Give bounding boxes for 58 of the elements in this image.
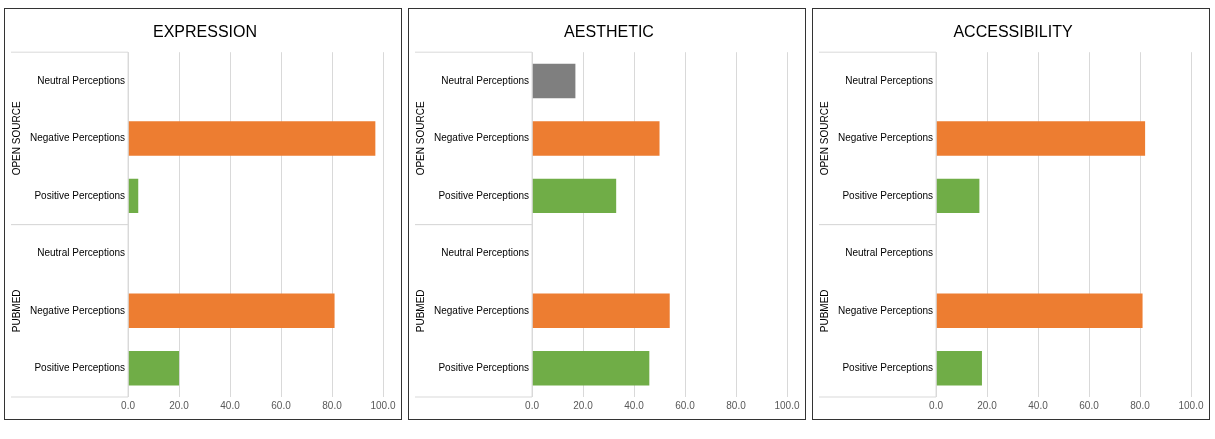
y-tick-label: Negative Perceptions	[29, 132, 126, 144]
bar	[128, 121, 376, 156]
x-tick-label: 0.0	[525, 399, 540, 411]
x-tick-label: 20.0	[977, 399, 998, 411]
x-tick-label: 80.0	[322, 399, 343, 411]
y-tick-label: Positive Perceptions	[34, 189, 126, 201]
y-tick-label: Neutral Perceptions	[441, 247, 530, 259]
y-tick-label: Neutral Perceptions	[37, 247, 126, 259]
x-tick-label: 80.0	[1130, 399, 1151, 411]
chart-title: ACCESSIBILITY	[953, 23, 1073, 41]
y-tick-label: Neutral Perceptions	[845, 247, 934, 259]
x-tick-label: 100.0	[774, 399, 800, 411]
bar	[532, 121, 660, 156]
chart-title: AESTHETIC	[564, 23, 654, 41]
y-tick-label: Positive Perceptions	[842, 189, 934, 201]
y-tick-label: Positive Perceptions	[438, 362, 530, 374]
bar	[936, 178, 980, 214]
x-tick-label: 0.0	[929, 399, 944, 411]
x-tick-label: 60.0	[675, 399, 696, 411]
y-tick-label: Negative Perceptions	[837, 304, 934, 316]
bar	[128, 293, 335, 329]
text: OPEN SOURCE	[10, 101, 22, 176]
text: PUBMED	[818, 289, 830, 333]
x-tick-label: 0.0	[121, 399, 136, 411]
y-tick-label: Neutral Perceptions	[845, 74, 934, 86]
bar	[532, 351, 650, 386]
chart-title: EXPRESSION	[152, 23, 258, 41]
x-tick-label: 60.0	[271, 399, 292, 411]
text: OPEN SOURCE	[818, 101, 830, 176]
x-tick-label: 40.0	[1028, 399, 1049, 411]
bar	[936, 293, 1143, 329]
y-tick-label: Neutral Perceptions	[37, 74, 126, 86]
text: OPEN SOURCE	[414, 101, 426, 176]
x-tick-label: 40.0	[624, 399, 645, 411]
y-tick-label: Negative Perceptions	[433, 132, 530, 144]
y-tick-label: Negative Perceptions	[29, 304, 126, 316]
text: PUBMED	[414, 289, 426, 333]
bar	[128, 351, 180, 386]
bar	[128, 178, 139, 214]
bar	[532, 293, 670, 329]
x-tick-label: 60.0	[1079, 399, 1100, 411]
x-tick-label: 80.0	[726, 399, 747, 411]
bar	[532, 178, 617, 214]
text: PUBMED	[10, 289, 22, 333]
x-tick-label: 40.0	[220, 399, 241, 411]
x-tick-label: 100.0	[1178, 399, 1204, 411]
x-tick-label: 20.0	[169, 399, 190, 411]
x-tick-label: 100.0	[370, 399, 396, 411]
y-tick-label: Positive Perceptions	[438, 189, 530, 201]
bar	[532, 63, 576, 99]
y-tick-label: Positive Perceptions	[34, 362, 126, 374]
y-tick-label: Negative Perceptions	[433, 304, 530, 316]
x-tick-label: 20.0	[573, 399, 594, 411]
y-tick-label: Negative Perceptions	[837, 132, 934, 144]
bar	[936, 351, 982, 386]
y-tick-label: Neutral Perceptions	[441, 74, 530, 86]
y-tick-label: Positive Perceptions	[842, 362, 934, 374]
bar	[936, 121, 1146, 156]
